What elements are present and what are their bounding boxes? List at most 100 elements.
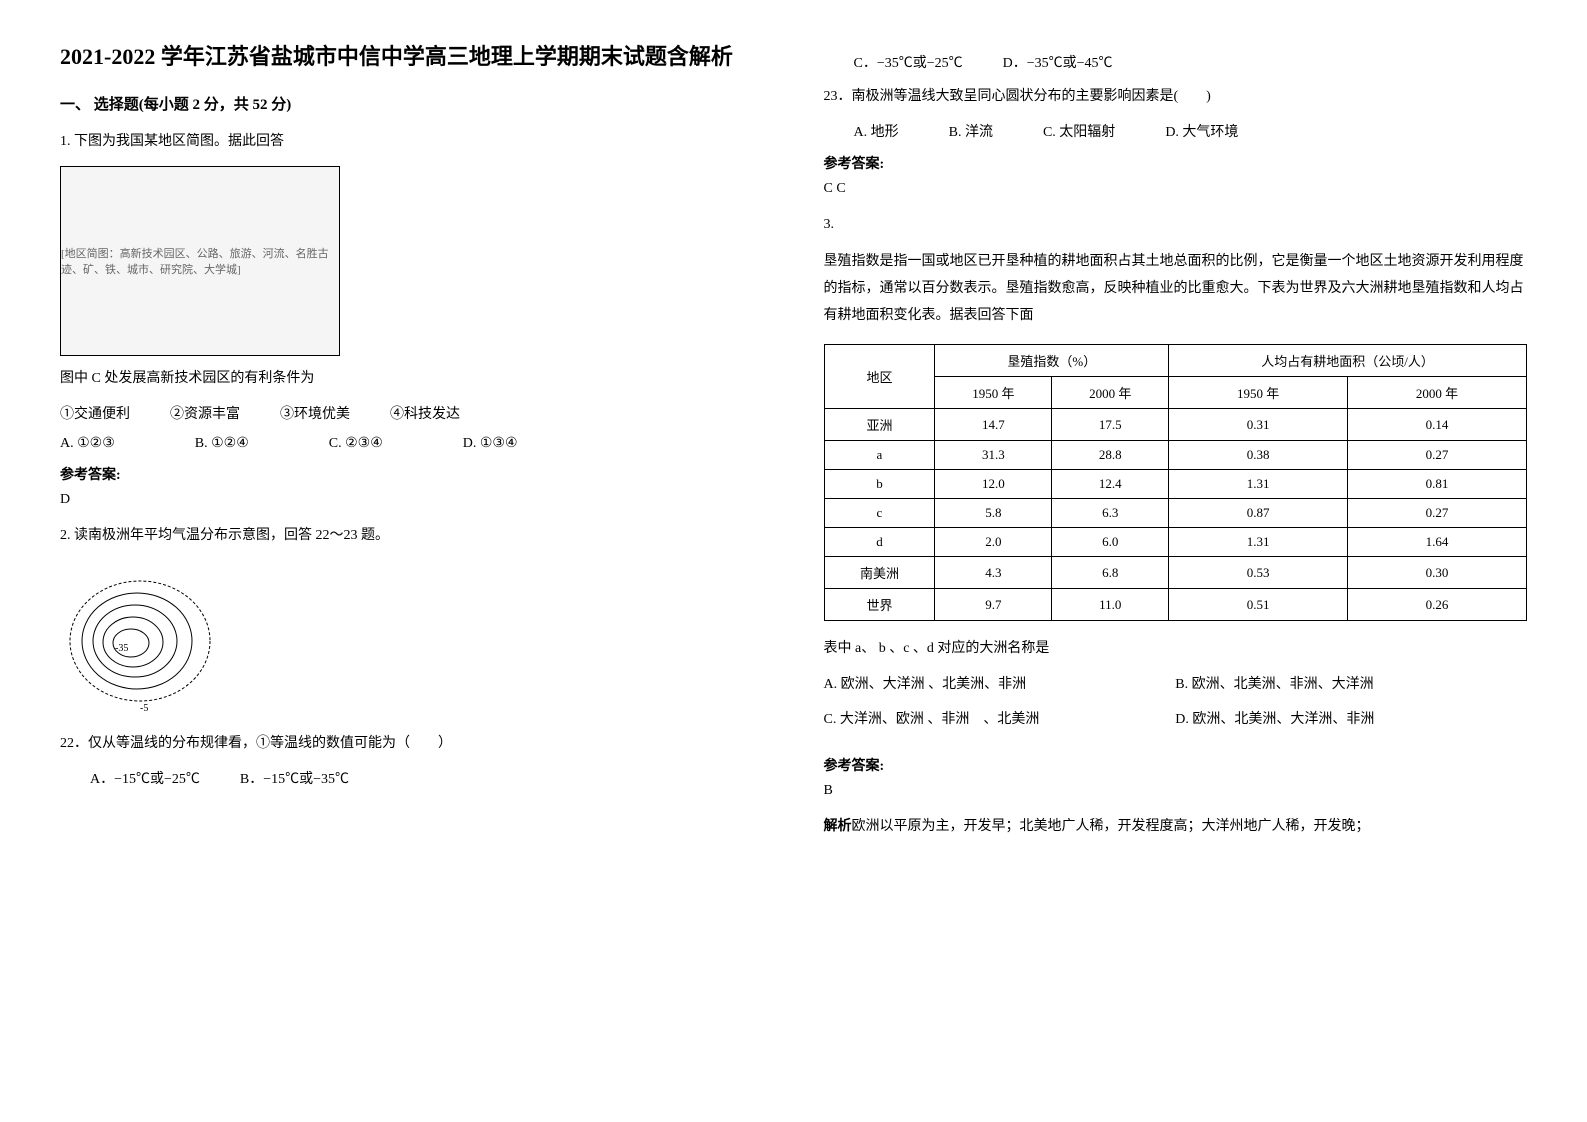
q23-stem: 23．南极洲等温线大致呈同心圆状分布的主要影响因素是( ) [824,84,1528,109]
q1-subtext: 图中 C 处发展高新技术园区的有利条件为 [60,366,764,391]
table-cell: 5.8 [935,499,1052,528]
q3-explanation-label: 解析 [824,819,852,834]
table-cell: 31.3 [935,441,1052,470]
table-cell: 6.0 [1052,528,1169,557]
q1-stem: 1. 下图为我国某地区简图。据此回答 [60,129,764,154]
table-row: 世界9.711.00.510.26 [824,589,1527,621]
q22-option-c: C．−35℃或−25℃ [854,52,963,72]
table-cell: c [824,499,935,528]
q3-option-d: D. 欧洲、北美洲、大洋洲、非洲 [1175,708,1527,728]
q1-answer-label: 参考答案: [60,464,764,484]
q2-stem: 2. 读南极洲年平均气温分布示意图，回答 22～23 题。 [60,523,764,548]
table-body: 亚洲14.717.50.310.14a31.328.80.380.27b12.0… [824,409,1527,621]
table-cell: 28.8 [1052,441,1169,470]
table-cell: 0.27 [1348,441,1527,470]
page-container: 2021-2022 学年江苏省盐城市中信中学高三地理上学期期末试题含解析 一、 … [60,40,1527,840]
exam-title: 2021-2022 学年江苏省盐城市中信中学高三地理上学期期末试题含解析 [60,40,764,73]
table-cell: 6.8 [1052,557,1169,589]
q1-options: A. ①②③ B. ①②④ C. ②③④ D. ①③④ [60,435,764,452]
table-cell: a [824,441,935,470]
q1-figure: [地区简图：高新技术园区、公路、旅游、河流、名胜古迹、矿、铁、城市、研究院、大学… [60,166,340,356]
table-cell: 0.53 [1169,557,1348,589]
q1-circle-3: ③环境优美 [280,403,350,423]
table-cell: 12.0 [935,470,1052,499]
table-head: 地区 垦殖指数（%） 人均占有耕地面积（公顷/人） 1950 年 2000 年 … [824,345,1527,409]
table-cell: 2.0 [935,528,1052,557]
table-row: 亚洲14.717.50.310.14 [824,409,1527,441]
th-r2000: 2000 年 [1348,377,1527,409]
table-cell: 4.3 [935,557,1052,589]
q3-option-c: C. 大洋洲、欧洲 、非洲 、北美洲 [824,708,1176,728]
table-cell: b [824,470,935,499]
table-cell: 0.81 [1348,470,1527,499]
th-k1950: 1950 年 [935,377,1052,409]
table-cell: 14.7 [935,409,1052,441]
q2-answer-label: 参考答案: [824,153,1528,173]
th-kenzhi: 垦殖指数（%） [935,345,1169,377]
table-cell: 世界 [824,589,935,621]
q23-option-a: A. 地形 [854,121,899,141]
th-region: 地区 [824,345,935,409]
q1-option-a: A. ①②③ [60,435,115,452]
q1-figure-caption: [地区简图：高新技术园区、公路、旅游、河流、名胜古迹、矿、铁、城市、研究院、大学… [61,245,339,277]
q3-answer: B [824,783,1528,799]
q3-subtext: 表中 a、 b 、c 、d 对应的大洲名称是 [824,636,1528,661]
table-cell: 1.31 [1169,470,1348,499]
q22-option-a: A．−15℃或−25℃ [90,768,200,788]
q1-option-b: B. ①②④ [195,435,249,452]
q23-option-c: C. 太阳辐射 [1043,121,1115,141]
table-cell: 0.26 [1348,589,1527,621]
table-cell: d [824,528,935,557]
q2-figure: -35 -5 [60,561,220,721]
q3-option-a: A. 欧洲、大洋洲 、北美洲、非洲 [824,673,1176,693]
table-cell: 0.14 [1348,409,1527,441]
table-cell: 0.51 [1169,589,1348,621]
table-cell: 0.31 [1169,409,1348,441]
th-r1950: 1950 年 [1169,377,1348,409]
q1-circle-1: ①交通便利 [60,403,130,423]
q3-options: A. 欧洲、大洋洲 、北美洲、非洲 B. 欧洲、北美洲、非洲、大洋洲 C. 大洋… [824,673,1528,743]
table-cell: 0.30 [1348,557,1527,589]
table-row: 南美洲4.36.80.530.30 [824,557,1527,589]
q1-circle-options: ①交通便利 ②资源丰富 ③环境优美 ④科技发达 [60,403,764,423]
svg-text:-35: -35 [115,643,128,654]
table-cell: 南美洲 [824,557,935,589]
q3-label: 3. [824,212,1528,237]
q23-option-b: B. 洋流 [949,121,993,141]
q22-options-row2: C．−35℃或−25℃ D．−35℃或−45℃ [824,52,1528,72]
q22-options-row1: A．−15℃或−25℃ B．−15℃或−35℃ [60,768,764,788]
table-cell: 6.3 [1052,499,1169,528]
q1-option-d: D. ①③④ [463,435,518,452]
q22-option-b: B．−15℃或−35℃ [240,768,349,788]
q23-options: A. 地形 B. 洋流 C. 太阳辐射 D. 大气环境 [824,121,1528,141]
svg-text:-5: -5 [140,703,148,714]
q22-stem: 22．仅从等温线的分布规律看，①等温线的数值可能为（ ） [60,731,764,756]
q23-option-d: D. 大气环境 [1165,121,1238,141]
table-row: b12.012.41.310.81 [824,470,1527,499]
q1-circle-2: ②资源丰富 [170,403,240,423]
table-cell: 0.38 [1169,441,1348,470]
q1-circle-4: ④科技发达 [390,403,460,423]
table-cell: 11.0 [1052,589,1169,621]
table-cell: 1.64 [1348,528,1527,557]
q3-explanation: 解析欧洲以平原为主，开发早；北美地广人稀，开发程度高；大洋州地广人稀，开发晚； [824,814,1528,839]
q2-answer: C C [824,181,1528,197]
table-header-row-1: 地区 垦殖指数（%） 人均占有耕地面积（公顷/人） [824,345,1527,377]
table-row: c5.86.30.870.27 [824,499,1527,528]
q3-option-b: B. 欧洲、北美洲、非洲、大洋洲 [1175,673,1527,693]
q3-explanation-text: 欧洲以平原为主，开发早；北美地广人稀，开发程度高；大洋州地广人稀，开发晚； [852,819,1370,834]
table-cell: 0.27 [1348,499,1527,528]
table-cell: 0.87 [1169,499,1348,528]
th-renjun: 人均占有耕地面积（公顷/人） [1169,345,1527,377]
q22-option-d: D．−35℃或−45℃ [1003,52,1113,72]
table-cell: 亚洲 [824,409,935,441]
q3-intro: 垦殖指数是指一国或地区已开垦种植的耕地面积占其土地总面积的比例，它是衡量一个地区… [824,249,1528,329]
section-header: 一、 选择题(每小题 2 分，共 52 分) [60,93,764,114]
q1-option-c: C. ②③④ [329,435,383,452]
table-cell: 12.4 [1052,470,1169,499]
table-cell: 1.31 [1169,528,1348,557]
contour-svg: -35 -5 [65,566,215,716]
table-row: a31.328.80.380.27 [824,441,1527,470]
left-column: 2021-2022 学年江苏省盐城市中信中学高三地理上学期期末试题含解析 一、 … [60,40,764,840]
q3-table: 地区 垦殖指数（%） 人均占有耕地面积（公顷/人） 1950 年 2000 年 … [824,344,1528,621]
